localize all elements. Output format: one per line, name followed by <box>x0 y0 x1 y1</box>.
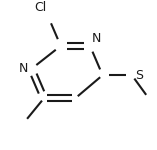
Text: N: N <box>19 62 28 75</box>
Text: Cl: Cl <box>35 2 47 15</box>
Text: N: N <box>92 32 101 45</box>
Text: S: S <box>135 69 143 82</box>
